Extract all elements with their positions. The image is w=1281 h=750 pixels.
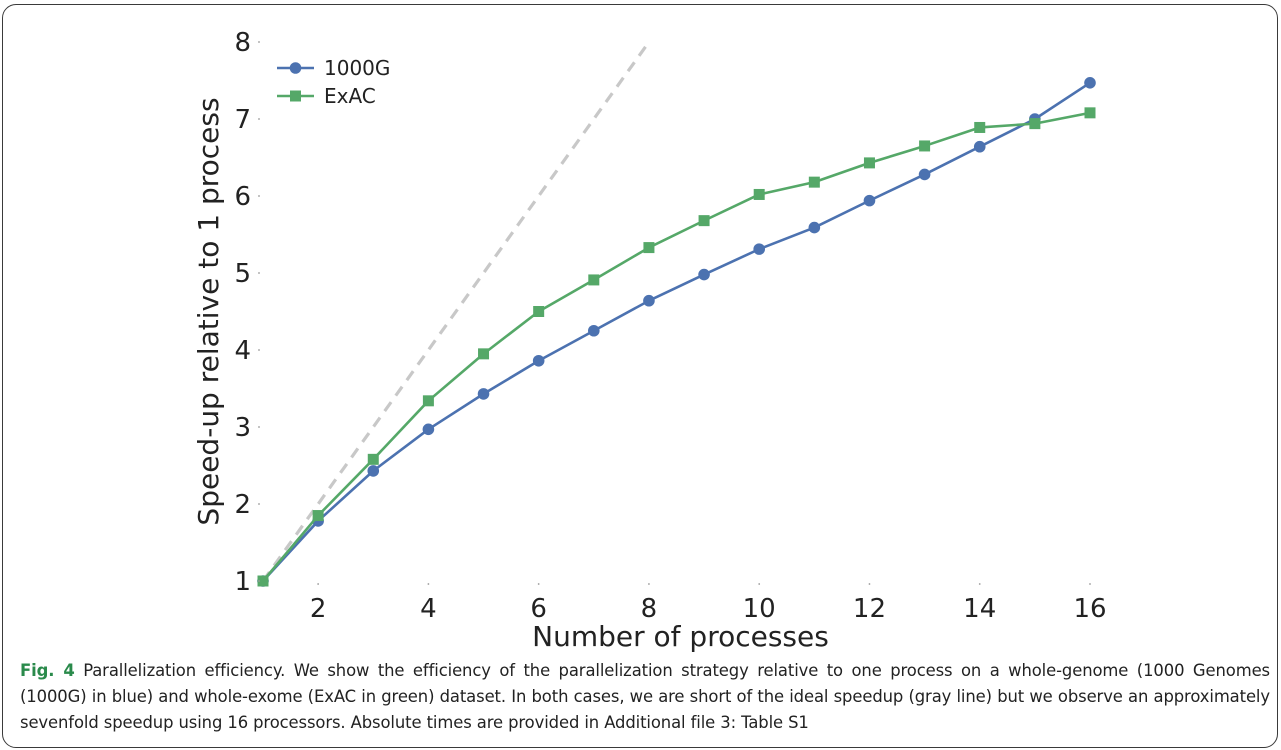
x-tick-label: 4 bbox=[420, 594, 437, 624]
data-point bbox=[312, 510, 324, 522]
data-point bbox=[698, 215, 710, 227]
legend-label: 1000G bbox=[324, 56, 390, 80]
data-point bbox=[588, 324, 600, 337]
data-point bbox=[422, 423, 435, 436]
data-point bbox=[753, 188, 765, 200]
y-tick-mark bbox=[258, 349, 260, 351]
caption-text: Parallelization efficiency. We show the … bbox=[20, 661, 1270, 732]
data-point bbox=[808, 221, 821, 234]
x-tick-label: 8 bbox=[641, 594, 658, 624]
ideal-speedup-line bbox=[261, 41, 651, 582]
x-tick-label: 2 bbox=[310, 594, 327, 624]
figure-frame bbox=[2, 4, 1278, 748]
x-tick-mark bbox=[978, 583, 981, 585]
data-point bbox=[533, 306, 545, 317]
legend-marker bbox=[290, 90, 301, 102]
x-tick-label: 16 bbox=[1073, 594, 1106, 624]
data-point bbox=[1084, 107, 1096, 119]
data-point bbox=[257, 575, 269, 587]
data-point bbox=[919, 140, 931, 152]
figure-number: Fig. 4 bbox=[20, 661, 75, 680]
y-tick-label: 6 bbox=[234, 182, 251, 212]
data-point bbox=[698, 268, 710, 281]
x-tick-mark bbox=[648, 583, 650, 585]
series-line-1000g bbox=[262, 81, 1091, 582]
y-tick-label: 8 bbox=[234, 28, 251, 58]
x-tick-label: 10 bbox=[743, 594, 776, 624]
data-point bbox=[1084, 77, 1096, 89]
data-point bbox=[477, 388, 490, 400]
data-point bbox=[367, 453, 379, 465]
figure-caption: Fig. 4 Parallelization efficiency. We sh… bbox=[20, 658, 1270, 736]
x-tick-mark bbox=[758, 583, 761, 585]
y-tick-label: 5 bbox=[234, 259, 251, 289]
data-point bbox=[918, 168, 931, 181]
y-tick-mark bbox=[258, 41, 260, 43]
x-tick-mark bbox=[427, 583, 430, 585]
data-point bbox=[1029, 118, 1041, 130]
data-point bbox=[753, 243, 765, 255]
data-point bbox=[974, 121, 986, 133]
x-tick-mark bbox=[317, 583, 320, 585]
data-point bbox=[367, 465, 380, 477]
y-tick-label: 3 bbox=[234, 413, 251, 443]
data-point bbox=[643, 294, 655, 307]
y-tick-mark bbox=[258, 503, 260, 505]
data-point bbox=[532, 354, 545, 367]
x-tick-mark bbox=[1089, 583, 1091, 585]
x-axis-label: Number of processes bbox=[532, 620, 829, 653]
y-tick-mark bbox=[258, 118, 260, 120]
y-tick-mark bbox=[258, 580, 260, 582]
y-tick-mark bbox=[258, 272, 260, 274]
data-point bbox=[643, 242, 655, 254]
x-tick-label: 14 bbox=[963, 594, 996, 624]
y-tick-mark bbox=[258, 195, 260, 197]
y-tick-label: 7 bbox=[234, 105, 251, 135]
y-tick-mark bbox=[258, 426, 260, 428]
legend-label: ExAC bbox=[324, 84, 376, 108]
y-tick-label: 2 bbox=[234, 490, 251, 520]
x-tick-mark bbox=[868, 583, 871, 585]
y-tick-label: 1 bbox=[234, 567, 251, 597]
y-axis-label: Speed-up relative to 1 process bbox=[192, 97, 225, 525]
data-point bbox=[973, 140, 986, 153]
data-point bbox=[863, 194, 876, 207]
data-point bbox=[863, 157, 875, 169]
legend-marker bbox=[289, 62, 302, 74]
series-line-exac bbox=[262, 111, 1091, 582]
data-point bbox=[422, 395, 434, 407]
x-tick-mark bbox=[537, 583, 540, 585]
x-tick-label: 12 bbox=[853, 594, 886, 624]
x-tick-label: 6 bbox=[530, 594, 547, 624]
data-point bbox=[808, 176, 820, 188]
data-point bbox=[478, 348, 490, 360]
y-tick-label: 4 bbox=[234, 336, 251, 366]
data-point bbox=[588, 274, 600, 286]
